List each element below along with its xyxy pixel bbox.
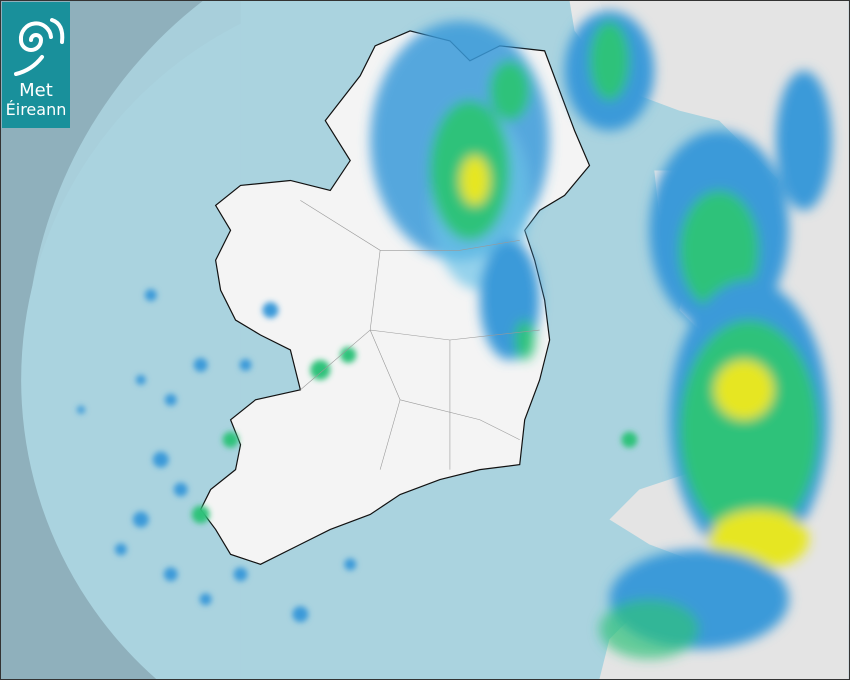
logo-text-met: Met	[19, 80, 53, 101]
rain-areas	[370, 10, 832, 660]
swirl-logo-icon	[14, 18, 65, 76]
county-borders	[300, 200, 540, 470]
met-eireann-logo: Met Éireann	[2, 2, 70, 128]
logo-text-eireann: Éireann	[5, 100, 67, 119]
rain-showers	[77, 289, 638, 623]
